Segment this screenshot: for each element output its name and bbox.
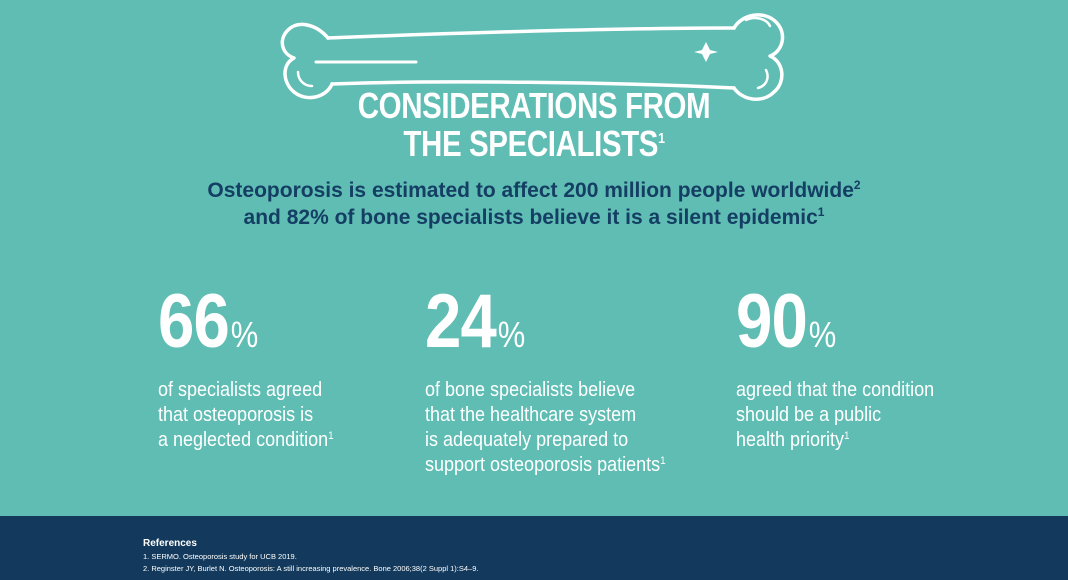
stat-desc-line: support osteoporosis patients1	[425, 453, 713, 478]
stat-desc-line: health priority1	[736, 428, 1024, 453]
infographic-panel: CONSIDERATIONS FROM THE SPECIALISTS1 Ost…	[0, 0, 1068, 516]
stat-unit: %	[230, 314, 259, 355]
intro-line-1: Osteoporosis is estimated to affect 200 …	[0, 178, 1068, 204]
references-footer: References 1. SERMO. Osteoporosis study …	[0, 516, 1068, 580]
stat-card: 66% of specialists agreed that osteoporo…	[158, 284, 334, 452]
stat-number: 24	[425, 279, 497, 364]
title-text-1: CONSIDERATIONS FROM	[357, 85, 711, 126]
intro-text-2: and 82% of bone specialists believe it i…	[243, 206, 818, 229]
stat-unit: %	[808, 314, 837, 355]
stat-value: 66%	[158, 284, 258, 373]
reference-item: 2. Reginster JY, Burlet N. Osteoporosis:…	[143, 564, 479, 573]
intro-text-1: Osteoporosis is estimated to affect 200 …	[207, 179, 854, 202]
stat-footnote: 1	[844, 430, 850, 442]
stat-desc-line: agreed that the condition	[736, 379, 935, 401]
stat-desc-line: should be a public	[736, 404, 882, 426]
stat-desc-text: support osteoporosis patients	[425, 454, 661, 476]
stat-desc-line: of specialists agreed	[158, 379, 323, 401]
reference-item: 1. SERMO. Osteoporosis study for UCB 201…	[143, 552, 297, 561]
stat-value: 24%	[425, 284, 525, 373]
stat-footnote: 1	[328, 430, 334, 442]
stat-number: 90	[736, 279, 808, 364]
stat-description: of bone specialists believe that the hea…	[425, 378, 713, 478]
stat-card: 90% agreed that the condition should be …	[736, 284, 934, 452]
stat-value: 90%	[736, 284, 836, 373]
intro-line-2: and 82% of bone specialists believe it i…	[0, 205, 1068, 231]
stat-desc-text: a neglected condition	[158, 429, 329, 451]
references-heading: References	[143, 538, 197, 549]
title-footnote-marker: 1	[658, 130, 665, 147]
stat-desc-line: is adequately prepared to	[425, 429, 629, 451]
stat-desc-line: that the healthcare system	[425, 404, 637, 426]
stat-description: of specialists agreed that osteoporosis …	[158, 378, 446, 453]
page-title-line2: THE SPECIALISTS1	[96, 124, 972, 164]
intro-footnote-2: 1	[817, 205, 825, 219]
stat-card: 24% of bone specialists believe that the…	[425, 284, 666, 477]
title-text-2: THE SPECIALISTS	[403, 123, 659, 164]
stat-desc-line: a neglected condition1	[158, 428, 446, 453]
bone-icon	[280, 13, 785, 101]
stat-number: 66	[158, 279, 230, 364]
stat-unit: %	[497, 314, 526, 355]
stat-footnote: 1	[660, 455, 666, 467]
intro-footnote-1: 2	[853, 178, 861, 192]
stat-desc-text: health priority	[736, 429, 845, 451]
stat-description: agreed that the condition should be a pu…	[736, 378, 1024, 453]
stat-desc-line: of bone specialists believe	[425, 379, 636, 401]
page-title-line1: CONSIDERATIONS FROM	[96, 86, 972, 126]
stat-desc-line: that osteoporosis is	[158, 404, 314, 426]
